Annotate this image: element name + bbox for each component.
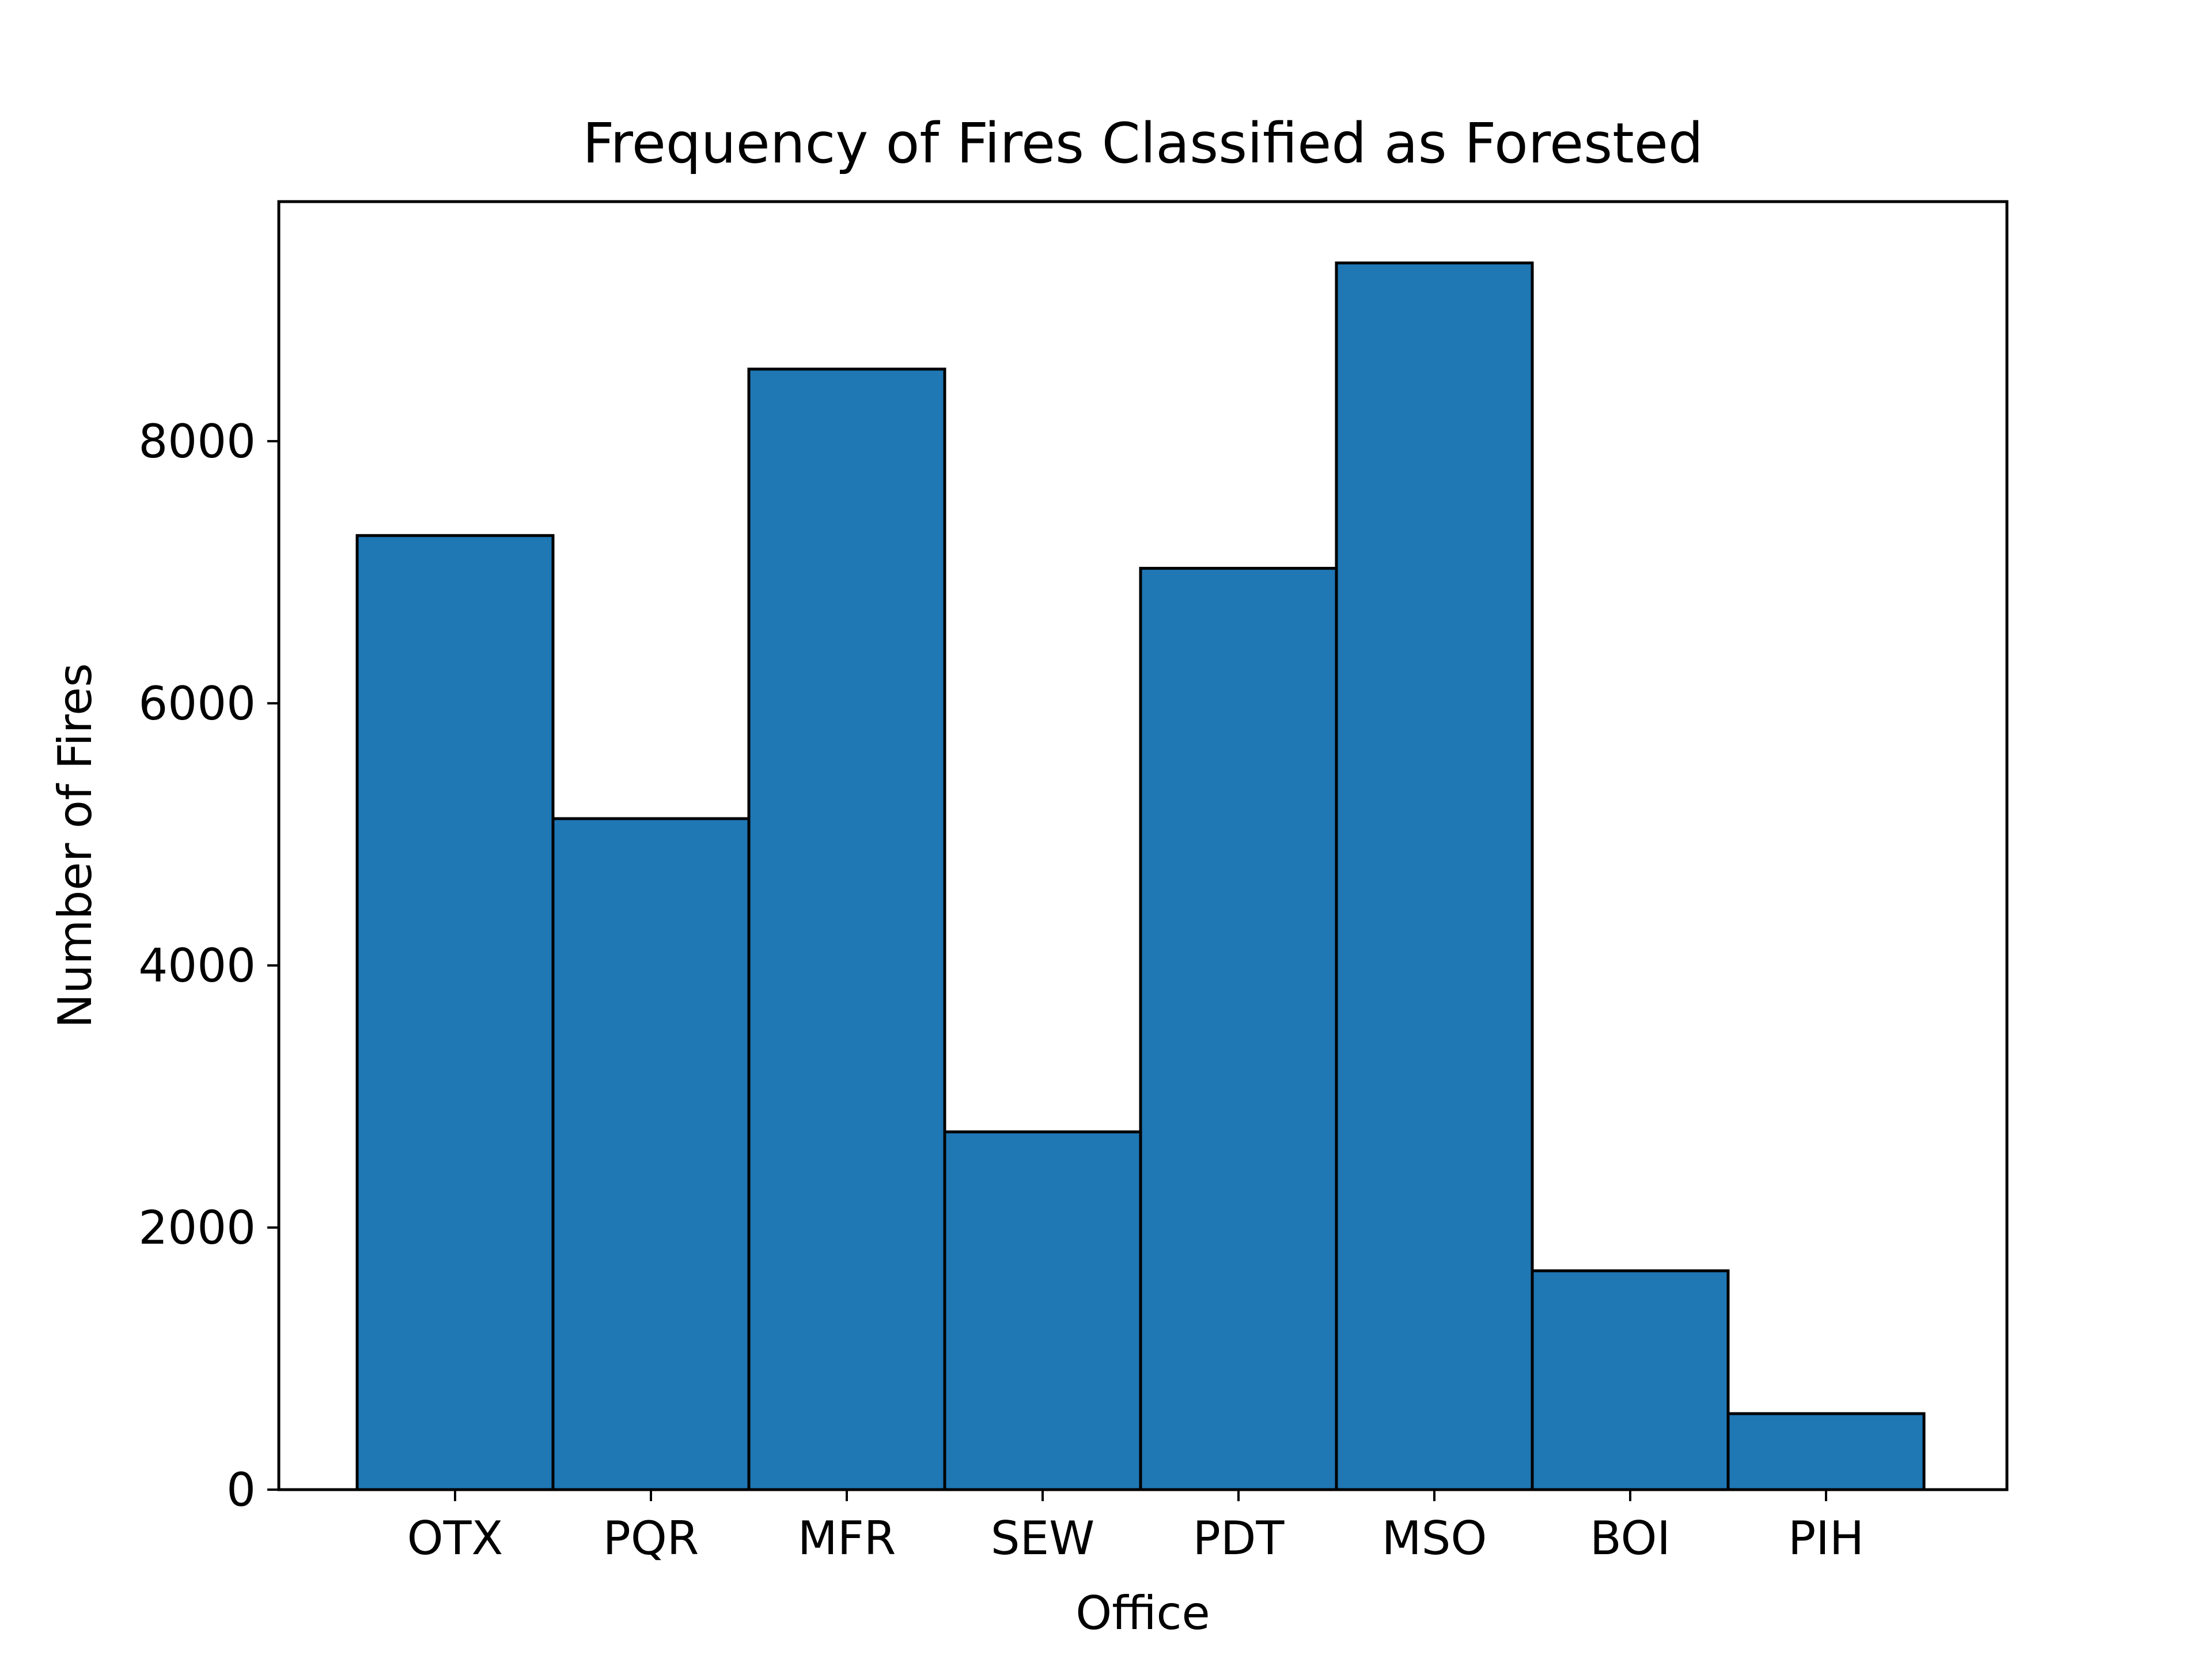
chart-title: Frequency of Fires Classified as Foreste…: [582, 111, 1703, 176]
x-tick-label: MSO: [1382, 1512, 1487, 1565]
plot-frame: [277, 200, 2009, 1491]
bar-pdt: [1139, 567, 1338, 1491]
y-axis-label: Number of Fires: [48, 663, 102, 1028]
bars-group: [355, 261, 1926, 1491]
x-tick-label: PQR: [603, 1512, 699, 1565]
x-tick-label: SEW: [991, 1512, 1094, 1565]
x-tick-label: MFR: [798, 1512, 896, 1565]
bar-boi: [1531, 1269, 1730, 1491]
x-tick-label: BOI: [1590, 1512, 1671, 1565]
y-tick-label: 6000: [138, 677, 256, 730]
bar-sew: [943, 1130, 1142, 1491]
bar-pih: [1726, 1412, 1926, 1491]
x-axis: OTX PQR MFR SEW PDT MSO BOI PIH: [407, 1490, 1864, 1565]
y-tick-label: 0: [226, 1463, 256, 1517]
x-axis-label: Office: [1075, 1586, 1210, 1640]
bar-mso: [1335, 261, 1534, 1491]
x-tick-label: PDT: [1193, 1512, 1285, 1565]
y-tick-label: 8000: [138, 415, 256, 468]
y-tick-label: 4000: [138, 939, 256, 993]
bar-mfr: [747, 368, 946, 1491]
y-axis: 0 2000 4000 6000 8000: [138, 415, 279, 1517]
x-tick-label: PIH: [1788, 1512, 1864, 1565]
y-tick-label: 2000: [138, 1201, 256, 1255]
bar-pqr: [551, 817, 751, 1491]
bar-otx: [355, 534, 555, 1491]
x-tick-label: OTX: [407, 1512, 503, 1565]
